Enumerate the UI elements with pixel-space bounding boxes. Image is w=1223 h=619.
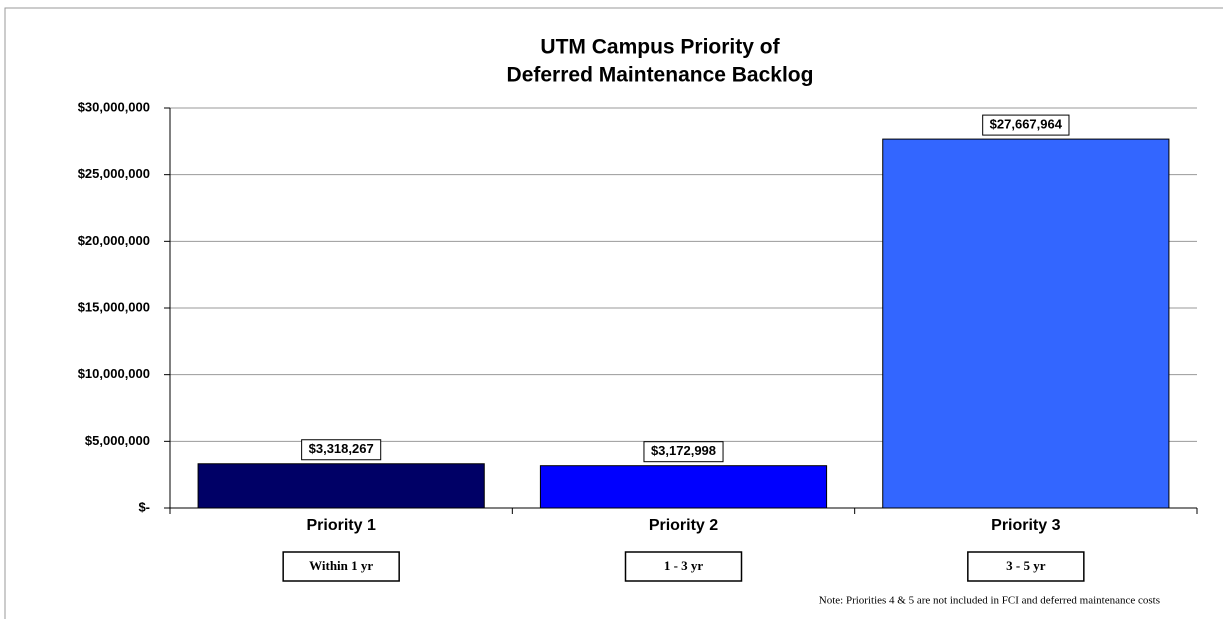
bar xyxy=(882,138,1170,509)
y-tick-label: $20,000,000 xyxy=(78,233,150,248)
y-tick-label: $- xyxy=(138,499,150,514)
bar xyxy=(197,463,485,509)
x-tick-label: Priority 1 xyxy=(306,517,375,534)
sublabel: 3 - 5 yr xyxy=(1006,558,1046,573)
y-tick-label: $25,000,000 xyxy=(78,166,150,181)
sublabel-box xyxy=(282,551,400,582)
frame xyxy=(4,7,1223,619)
sublabel: 1 - 3 yr xyxy=(664,558,704,573)
value-label: $27,667,964 xyxy=(990,117,1063,132)
value-label-box xyxy=(643,441,724,463)
bar xyxy=(539,465,828,509)
y-tick-label: $5,000,000 xyxy=(85,433,150,448)
note: Note: Priorities 4 & 5 are not included … xyxy=(819,595,1160,607)
value-label-box xyxy=(301,439,382,461)
y-tick-label: $10,000,000 xyxy=(78,366,150,381)
x-tick-label: Priority 2 xyxy=(649,517,718,534)
chart-title: Deferred Maintenance Backlog xyxy=(507,64,814,87)
value-label-box xyxy=(982,114,1070,136)
y-tick-label: $15,000,000 xyxy=(78,299,150,314)
x-tick-label: Priority 3 xyxy=(991,517,1060,534)
y-tick-label: $30,000,000 xyxy=(78,99,150,114)
sublabel-box xyxy=(967,551,1085,582)
chart-title: UTM Campus Priority of xyxy=(540,36,780,59)
value-label: $3,172,998 xyxy=(651,443,716,458)
value-label: $3,318,267 xyxy=(309,441,374,456)
sublabel-box xyxy=(624,551,743,582)
sublabel: Within 1 yr xyxy=(309,558,373,573)
